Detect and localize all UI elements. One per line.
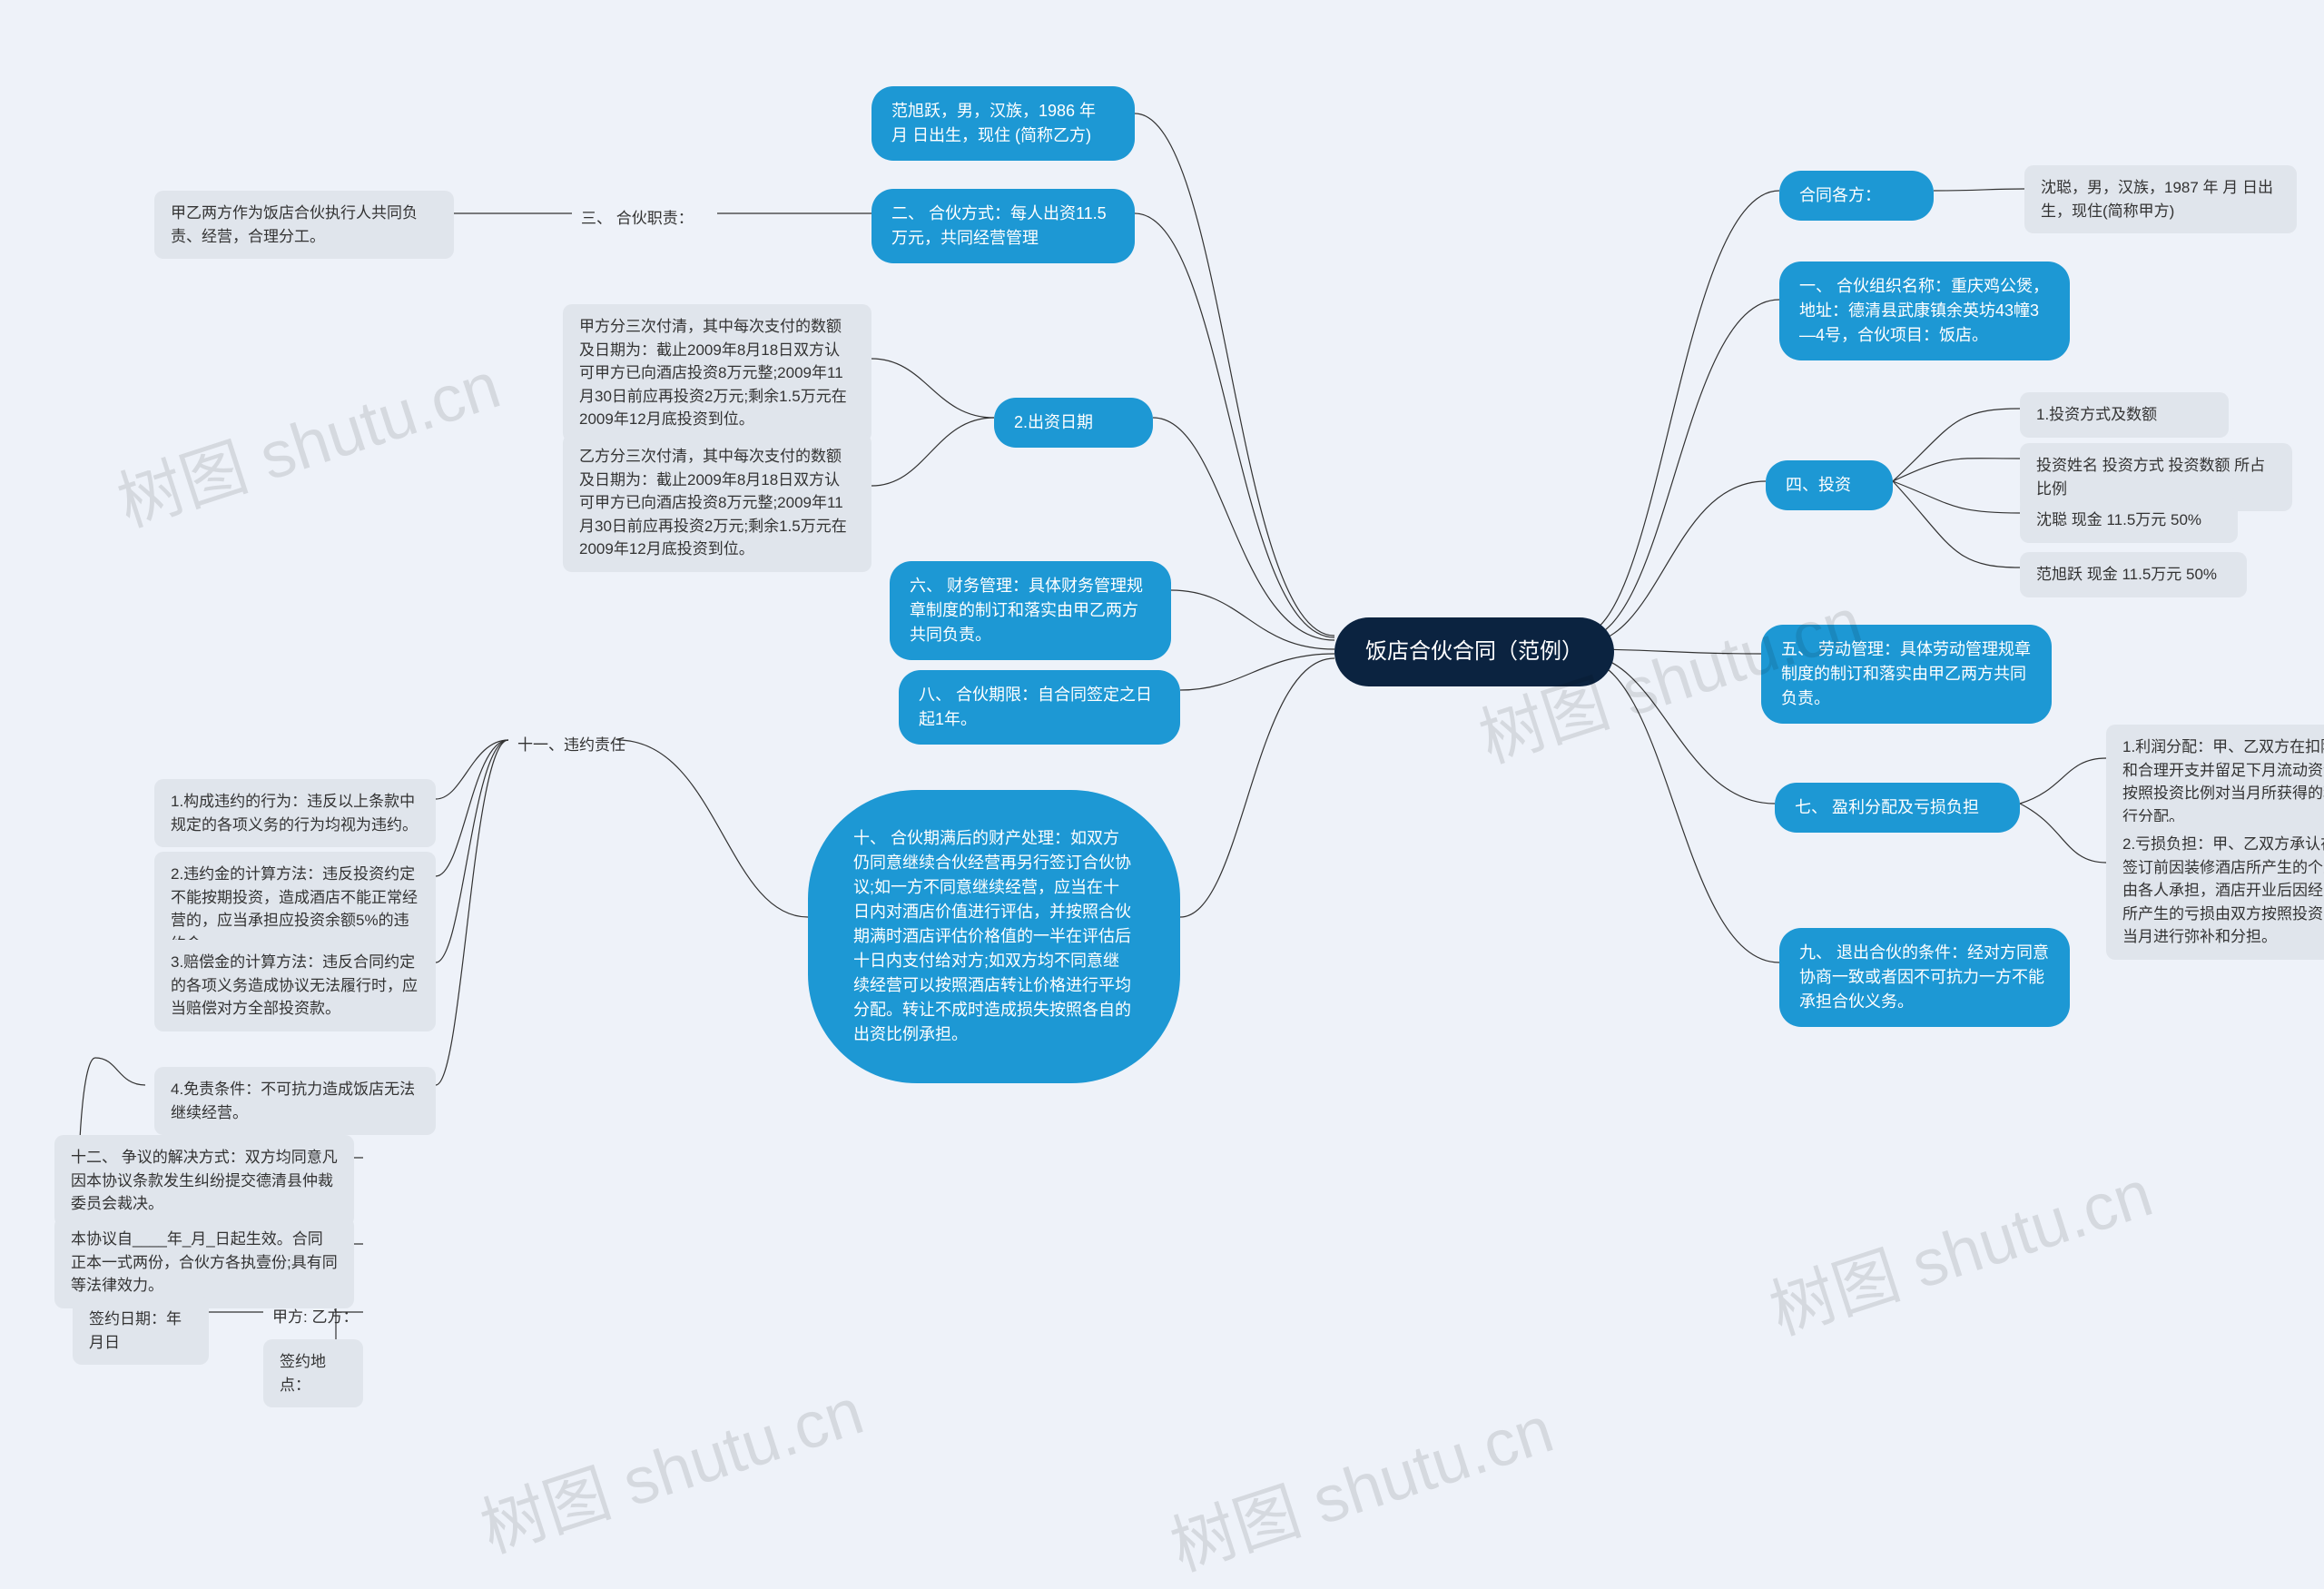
text: 签约日期：年月日: [89, 1310, 182, 1351]
text: 签约地点：: [280, 1353, 326, 1394]
root-node[interactable]: 饭店合伙合同（范例）: [1334, 617, 1614, 686]
node-parties[interactable]: 合同各方：: [1779, 171, 1934, 221]
root-label: 饭店合伙合同（范例）: [1365, 639, 1583, 664]
text: 3.赔偿金的计算方法：违反合同约定的各项义务造成协议无法履行时，应当赔偿对方全部…: [171, 953, 418, 1017]
node-parties-label: 合同各方：: [1799, 186, 1881, 204]
node-exit[interactable]: 九、 退出合伙的条件：经对方同意协商一致或者因不可抗力一方不能承担合伙义务。: [1779, 928, 2070, 1027]
text: 乙方分三次付清，其中每次支付的数额及日期为：截止2009年8月18日双方认可甲方…: [579, 448, 847, 558]
node-party-b[interactable]: 范旭跃，男，汉族，1986 年 月 日出生，现住 (简称乙方): [872, 86, 1135, 161]
node-dispute[interactable]: 十二、 争议的解决方式：双方均同意凡因本协议条款发生纠纷提交德清县仲裁委员会裁决…: [54, 1135, 354, 1227]
node-profit-c2[interactable]: 2.亏损负担：甲、乙双方承认在合同签订前因装修酒店所产生的个人债务由各人承担，酒…: [2106, 822, 2324, 960]
node-sign-place[interactable]: 签约地点：: [263, 1339, 363, 1407]
watermark: 树图 shutu.cn: [103, 331, 509, 545]
node-duty[interactable]: 三、 合伙职责：: [572, 202, 703, 236]
node-property-label: 十、 合伙期满后的财产处理：如双方仍同意继续合伙经营再另行签订合伙协议;如一方不…: [853, 829, 1131, 1043]
node-breach-c4[interactable]: 4.免责条件：不可抗力造成饭店无法继续经营。: [154, 1067, 436, 1135]
node-finance[interactable]: 六、 财务管理：具体财务管理规章制度的制订和落实由甲乙两方共同负责。: [890, 561, 1171, 660]
node-org[interactable]: 一、 合伙组织名称：重庆鸡公煲，地址：德清县武康镇余英坊43幢3—4号，合伙项目…: [1779, 262, 2070, 360]
text: 范旭跃 现金 11.5万元 50%: [2036, 566, 2217, 583]
text: 1.利润分配：甲、乙双方在扣除成本和合理开支并留足下月流动资金后，按照投资比例对…: [2122, 738, 2324, 825]
text: 甲乙两方作为饭店合伙执行人共同负责、经营，合理分工。: [171, 204, 418, 245]
watermark: 树图 shutu.cn: [1157, 1376, 1562, 1589]
text: 沈聪 现金 11.5万元 50%: [2036, 511, 2201, 528]
text: 2.亏损负担：甲、乙双方承认在合同签订前因装修酒店所产生的个人债务由各人承担，酒…: [2122, 835, 2324, 945]
node-invest-label: 四、投资: [1786, 476, 1851, 494]
node-duty-label: 三、 合伙职责：: [581, 210, 694, 227]
node-funddate-label: 2.出资日期: [1014, 413, 1093, 431]
text: 投资姓名 投资方式 投资数额 所占比例: [2036, 457, 2265, 498]
text: 甲方: 乙方：: [272, 1308, 358, 1326]
node-party-b-label: 范旭跃，男，汉族，1986 年 月 日出生，现住 (简称乙方): [891, 102, 1096, 144]
node-invest-c3[interactable]: 沈聪 现金 11.5万元 50%: [2020, 498, 2238, 543]
text: 4.免责条件：不可抗力造成饭店无法继续经营。: [171, 1081, 415, 1121]
node-funddate-a[interactable]: 甲方分三次付清，其中每次支付的数额及日期为：截止2009年8月18日双方认可甲方…: [563, 304, 872, 442]
node-finance-label: 六、 财务管理：具体财务管理规章制度的制订和落实由甲乙两方共同负责。: [910, 577, 1143, 644]
text: 甲方分三次付清，其中每次支付的数额及日期为：截止2009年8月18日双方认可甲方…: [579, 318, 847, 428]
node-profit[interactable]: 七、 盈利分配及亏损负担: [1775, 783, 2020, 833]
node-term[interactable]: 八、 合伙期限：自合同签定之日起1年。: [899, 670, 1180, 745]
text: 本协议自____年_月_日起生效。合同正本一式两份，合伙方各执壹份;具有同等法律…: [71, 1230, 338, 1294]
node-invest-c4[interactable]: 范旭跃 现金 11.5万元 50%: [2020, 552, 2247, 597]
node-breach-c3[interactable]: 3.赔偿金的计算方法：违反合同约定的各项义务造成协议无法履行时，应当赔偿对方全部…: [154, 940, 436, 1031]
node-breach-label: 十一、违约责任: [517, 736, 625, 754]
node-profit-label: 七、 盈利分配及亏损负担: [1795, 798, 1979, 816]
node-funddate[interactable]: 2.出资日期: [994, 398, 1153, 448]
node-exit-label: 九、 退出合伙的条件：经对方同意协商一致或者因不可抗力一方不能承担合伙义务。: [1799, 943, 2049, 1011]
node-invest[interactable]: 四、投资: [1766, 460, 1893, 510]
node-labor-label: 五、 劳动管理：具体劳动管理规章制度的制订和落实由甲乙两方共同负责。: [1781, 640, 2031, 707]
node-effective[interactable]: 本协议自____年_月_日起生效。合同正本一式两份，合伙方各执壹份;具有同等法律…: [54, 1217, 354, 1308]
node-method[interactable]: 二、 合伙方式：每人出资11.5万元，共同经营管理: [872, 189, 1135, 263]
node-property[interactable]: 十、 合伙期满后的财产处理：如双方仍同意继续合伙经营再另行签订合伙协议;如一方不…: [808, 790, 1180, 1083]
node-breach-c1[interactable]: 1.构成违约的行为：违反以上条款中规定的各项义务的行为均视为违约。: [154, 779, 436, 847]
node-org-label: 一、 合伙组织名称：重庆鸡公煲，地址：德清县武康镇余英坊43幢3—4号，合伙项目…: [1799, 277, 2049, 344]
node-funddate-b[interactable]: 乙方分三次付清，其中每次支付的数额及日期为：截止2009年8月18日双方认可甲方…: [563, 434, 872, 572]
text: 十二、 争议的解决方式：双方均同意凡因本协议条款发生纠纷提交德清县仲裁委员会裁决…: [71, 1149, 338, 1212]
watermark: 树图 shutu.cn: [467, 1357, 872, 1571]
node-invest-c1[interactable]: 1.投资方式及数额: [2020, 392, 2229, 438]
text: 1.构成违约的行为：违反以上条款中规定的各项义务的行为均视为违约。: [171, 793, 418, 834]
watermark: 树图 shutu.cn: [1756, 1140, 2162, 1353]
node-breach[interactable]: 十一、违约责任: [508, 728, 635, 763]
node-method-label: 二、 合伙方式：每人出资11.5万元，共同经营管理: [891, 204, 1107, 247]
node-sign-date[interactable]: 签约日期：年月日: [73, 1297, 209, 1365]
node-duty-detail[interactable]: 甲乙两方作为饭店合伙执行人共同负责、经营，合理分工。: [154, 191, 454, 259]
node-sign-parties[interactable]: 甲方: 乙方：: [263, 1300, 367, 1335]
node-party-a-label: 沈聪，男，汉族，1987 年 月 日出生，现住(简称甲方): [2041, 179, 2273, 220]
node-term-label: 八、 合伙期限：自合同签定之日起1年。: [919, 686, 1152, 728]
node-labor[interactable]: 五、 劳动管理：具体劳动管理规章制度的制订和落实由甲乙两方共同负责。: [1761, 625, 2052, 724]
text: 1.投资方式及数额: [2036, 406, 2157, 423]
node-party-a[interactable]: 沈聪，男，汉族，1987 年 月 日出生，现住(简称甲方): [2024, 165, 2297, 233]
